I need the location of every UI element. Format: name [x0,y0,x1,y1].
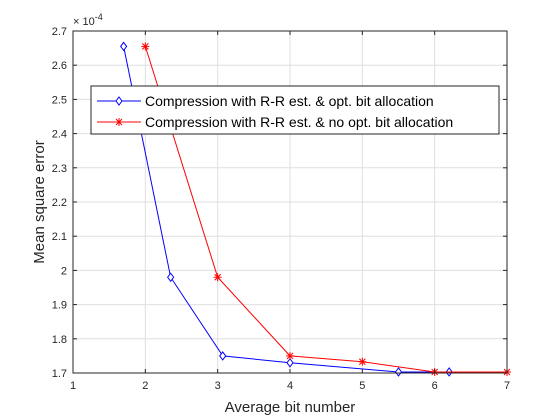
data-point-diamond [120,41,128,52]
y-axis-multiplier: × 10-4 [73,12,103,28]
legend-entry-1: Compression with R-R est. & opt. bit all… [97,93,434,109]
legend-box [90,85,500,135]
y-tick-label: 2.2 [52,197,67,209]
data-point-diamond [286,357,294,368]
x-tick-label: 4 [287,380,293,392]
y-tick-label: 2.6 [52,60,67,72]
data-point-asterisk [358,357,367,366]
y-tick-label: 2.5 [52,94,67,106]
x-axis-label: Average bit number [225,399,356,416]
x-tick-label: 6 [432,380,438,392]
y-tick-label: 2.7 [52,26,67,38]
legend-label: Compression with R-R est. & opt. bit all… [145,93,434,109]
series-line [123,46,450,373]
data-point-asterisk [286,351,294,360]
x-tick-label: 3 [215,380,221,392]
legend-label: Compression with R-R est. & no opt. bit … [145,114,453,130]
legend: Compression with R-R est. & opt. bit all… [90,85,500,135]
legend-entry-2: Compression with R-R est. & no opt. bit … [97,114,453,130]
y-tick-label: 1.8 [52,334,67,346]
data-point-asterisk [115,118,123,126]
y-tick-label: 2.1 [52,231,67,243]
ticks [72,30,508,374]
y-tick-label: 1.7 [52,368,67,380]
x-tick-label: 5 [359,380,365,392]
data-point-asterisk [141,42,150,51]
y-tick-label: 2.3 [52,163,67,175]
x-tick-label: 2 [142,380,148,392]
data-point-diamond [167,272,175,283]
y-tick-label: 2 [61,265,67,277]
y-tick-label: 2.4 [52,129,67,141]
data-point-asterisk [213,273,222,282]
y-axis-label: Mean square error [31,140,48,263]
y-tick-label: 1.9 [52,300,67,312]
data-point-diamond [219,351,227,361]
x-tick-label: 7 [504,380,510,392]
series-line [144,46,507,373]
data-point-diamond [115,96,123,106]
tick-labels: 1 2 3 4 5 6 7 1.7 1.8 1.9 2 2.1 2.2 2.3 2.4 2.5 2.6 2.7 [52,26,510,392]
x-tick-label: 1 [70,380,76,392]
data-point-diamond [394,367,403,377]
